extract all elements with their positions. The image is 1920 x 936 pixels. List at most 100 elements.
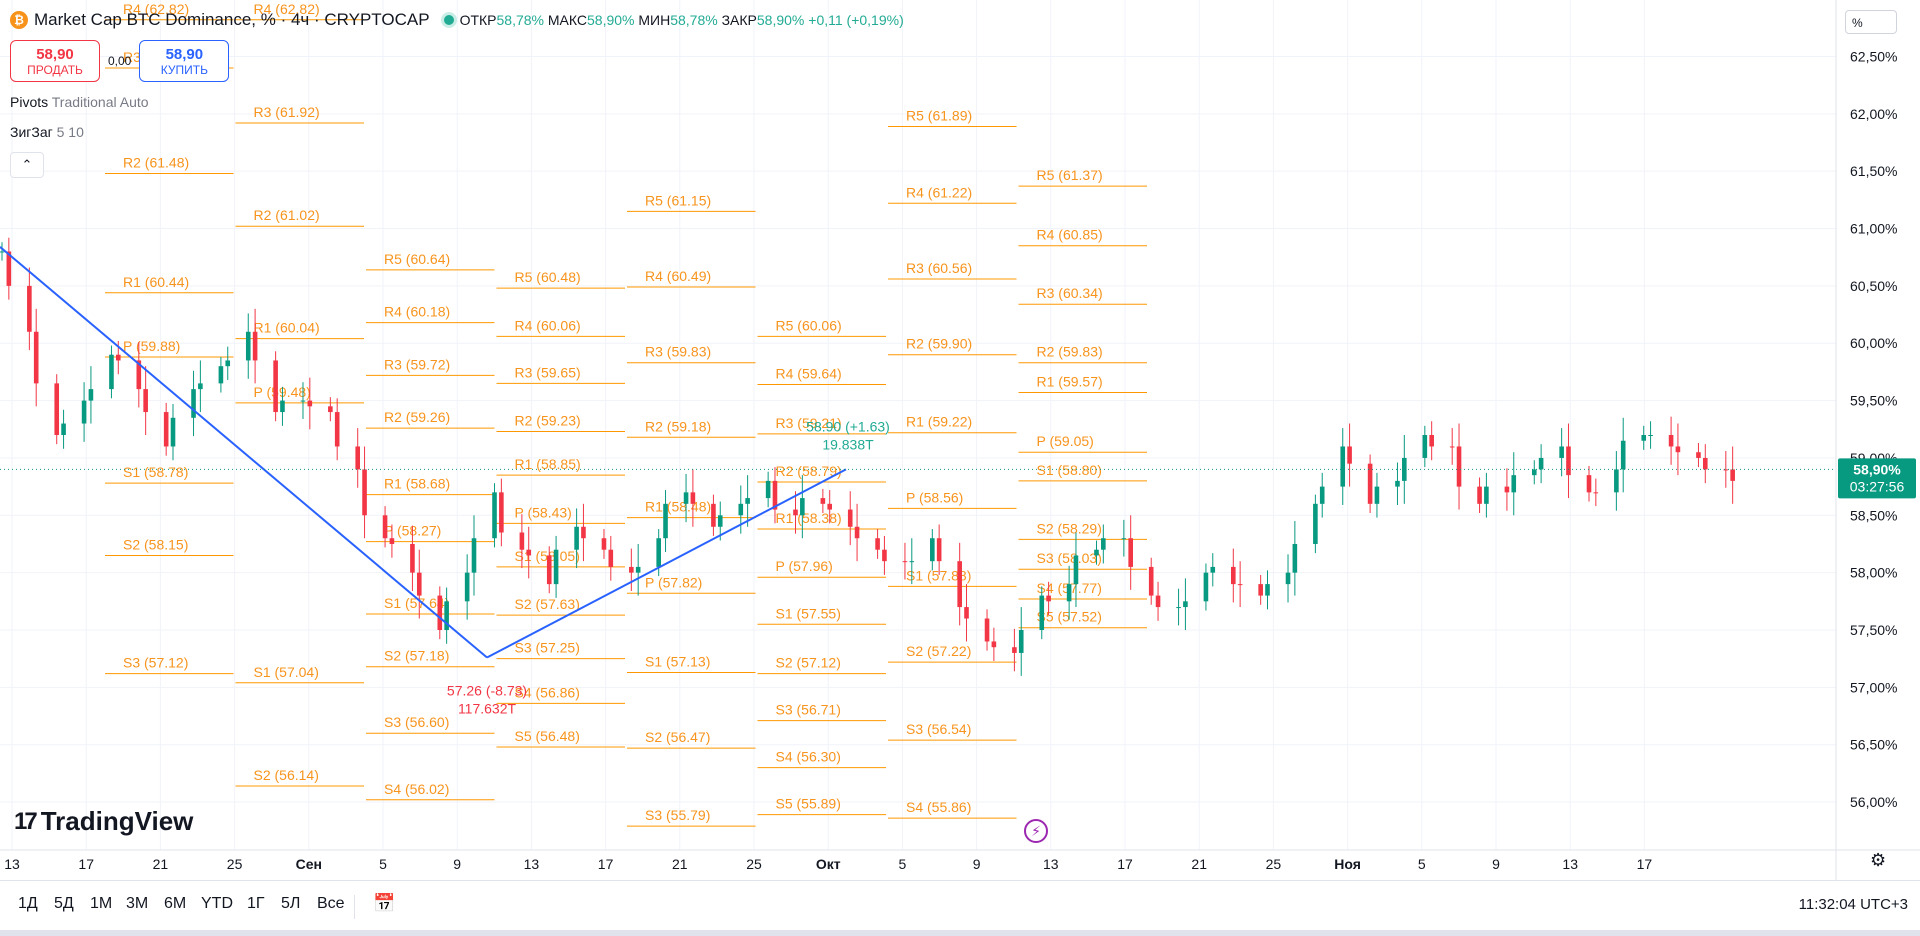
y-tick-label: 62,00% [1850,106,1897,122]
buy-label: КУПИТЬ [160,62,208,77]
pivot-label: S4 (56.02) [384,781,449,797]
bolt-icon[interactable]: ⚡ [1024,819,1048,843]
logo-text: TradingView [40,806,194,836]
settings-icon[interactable]: ⚙ [1870,850,1887,870]
candle-body [464,572,470,602]
candle-body [1641,435,1647,441]
clock[interactable]: 11:32:04 UTC+3 [1798,896,1908,913]
candle-body [711,503,716,527]
pivot-label: S3 (55.79) [645,807,710,823]
candle-body [444,601,449,630]
pivot-label: R2 (59.26) [384,409,450,425]
pivot-label: P (58.43) [515,504,572,520]
candle-body [1449,446,1455,448]
candle-body [1128,538,1133,567]
pivot-label: R2 (59.83) [1037,344,1103,360]
candle-body [663,503,668,539]
pivot-label: S1 (57.55) [776,605,841,621]
candle-body [389,538,395,544]
timeframe-ytd[interactable]: YTD [201,895,233,912]
y-tick-label: 56,50% [1850,737,1897,753]
indicator-zigzag[interactable]: ЗигЗаг 5 10 [10,124,84,140]
candle-body [1586,475,1592,493]
x-tick-label: 17 [1637,856,1653,872]
pivot-label: S5 (55.89) [776,796,841,812]
candle-body [499,492,504,533]
pivot-label: R3 (59.72) [384,356,450,372]
pivot-label: R3 (59.21) [776,415,842,431]
candle-body [382,515,388,539]
candle-body [1456,446,1462,487]
candle-body [1101,538,1106,550]
candle-body [1395,480,1400,487]
candle-body [1230,566,1236,585]
candle-body [1018,630,1024,653]
candle-body [820,498,826,504]
candle-body [307,400,313,407]
sell-button[interactable]: 58,90 ПРОДАТЬ [10,40,100,82]
last-price-label: 58,90% [1853,461,1901,477]
collapse-legend-button[interactable]: ⌃ [10,152,44,178]
chart-title[interactable]: Market Cap BTC Dominance, % · 4ч · CRYPT… [34,10,430,29]
timeframe-1m[interactable]: 1М [90,895,113,912]
candle-body [61,423,66,435]
candle-body [471,538,477,573]
tradingview-logo[interactable]: 17 TradingView [14,806,193,837]
scale-mode-toggle[interactable]: % [1845,10,1897,34]
x-tick-label: 25 [1266,856,1282,872]
candle-body [1210,566,1216,573]
price-chart[interactable]: 13 17 21 25 Сен 5 9 13 17 21 25 Окт 5 9 13 17 21 25 Ноя 5 9 1… [0,0,1920,880]
timeframe-3m[interactable]: 3М [126,895,149,912]
pivot-label: S4 (55.86) [906,799,971,815]
pivot-label: R1 (58.38) [776,510,842,526]
pivot-label: S1 (58.78) [123,464,188,480]
candle-body [136,360,142,390]
x-tick-label: 5 [1418,856,1426,872]
pivot-label: P (59.88) [123,338,180,354]
candle-body [635,566,641,573]
last-price-badge [1838,458,1916,499]
market-status-icon[interactable] [443,15,454,25]
trade-panel: 58,90 ПРОДАТЬ 0,00 58,90 КУПИТЬ [10,40,230,82]
candle-body [608,549,614,567]
sell-price: 58,90 [36,45,74,63]
calendar-icon[interactable]: 📅 [373,893,396,913]
pivot-label: R1 (59.22) [906,414,972,430]
timeframe-1d[interactable]: 1Д [18,895,38,912]
timeframe-5d[interactable]: 5Д [54,895,74,912]
timeframe-5y[interactable]: 5Л [281,895,301,912]
candle-body [163,412,169,447]
candle-body [492,492,497,539]
candle-body [1148,566,1154,596]
candle-body [6,251,12,286]
candle-body [1237,584,1243,586]
timeframe-6m[interactable]: 6М [164,895,187,912]
candle-body [930,538,935,562]
pivot-label: R1 (58.85) [515,456,581,472]
zigzag-line [486,468,847,659]
x-tick-label: Окт [816,856,841,872]
timeframe-all[interactable]: Все [317,895,345,912]
buy-button[interactable]: 58,90 КУПИТЬ [139,40,230,82]
pivot-label: R2 (59.23) [515,413,581,429]
pivot-label: R4 (59.64) [776,366,842,382]
candle-body [1484,486,1489,504]
candle-body [519,532,525,550]
candle-body [1675,446,1681,453]
x-tick-label: 9 [453,856,461,872]
timeframe-1y[interactable]: 1Г [247,895,265,912]
candle-body [1265,584,1270,596]
candle-body [936,538,942,562]
candle-body [546,555,552,585]
candle-body [1367,463,1373,504]
pivot-label: S3 (57.12) [123,655,188,671]
pivot-label: R2 (61.02) [254,207,320,223]
pivot-label: R1 (58.68) [384,476,450,492]
candle-body [1511,475,1517,493]
pivot-label: S1 (57.04) [254,664,319,680]
zigzag-label: 58.90 (+1.63) [806,418,890,434]
candle-body [334,412,340,447]
indicator-pivots[interactable]: Pivots Traditional Auto [10,94,149,110]
candle-body [1559,446,1564,458]
bitcoin-icon: ₿ [10,11,28,29]
